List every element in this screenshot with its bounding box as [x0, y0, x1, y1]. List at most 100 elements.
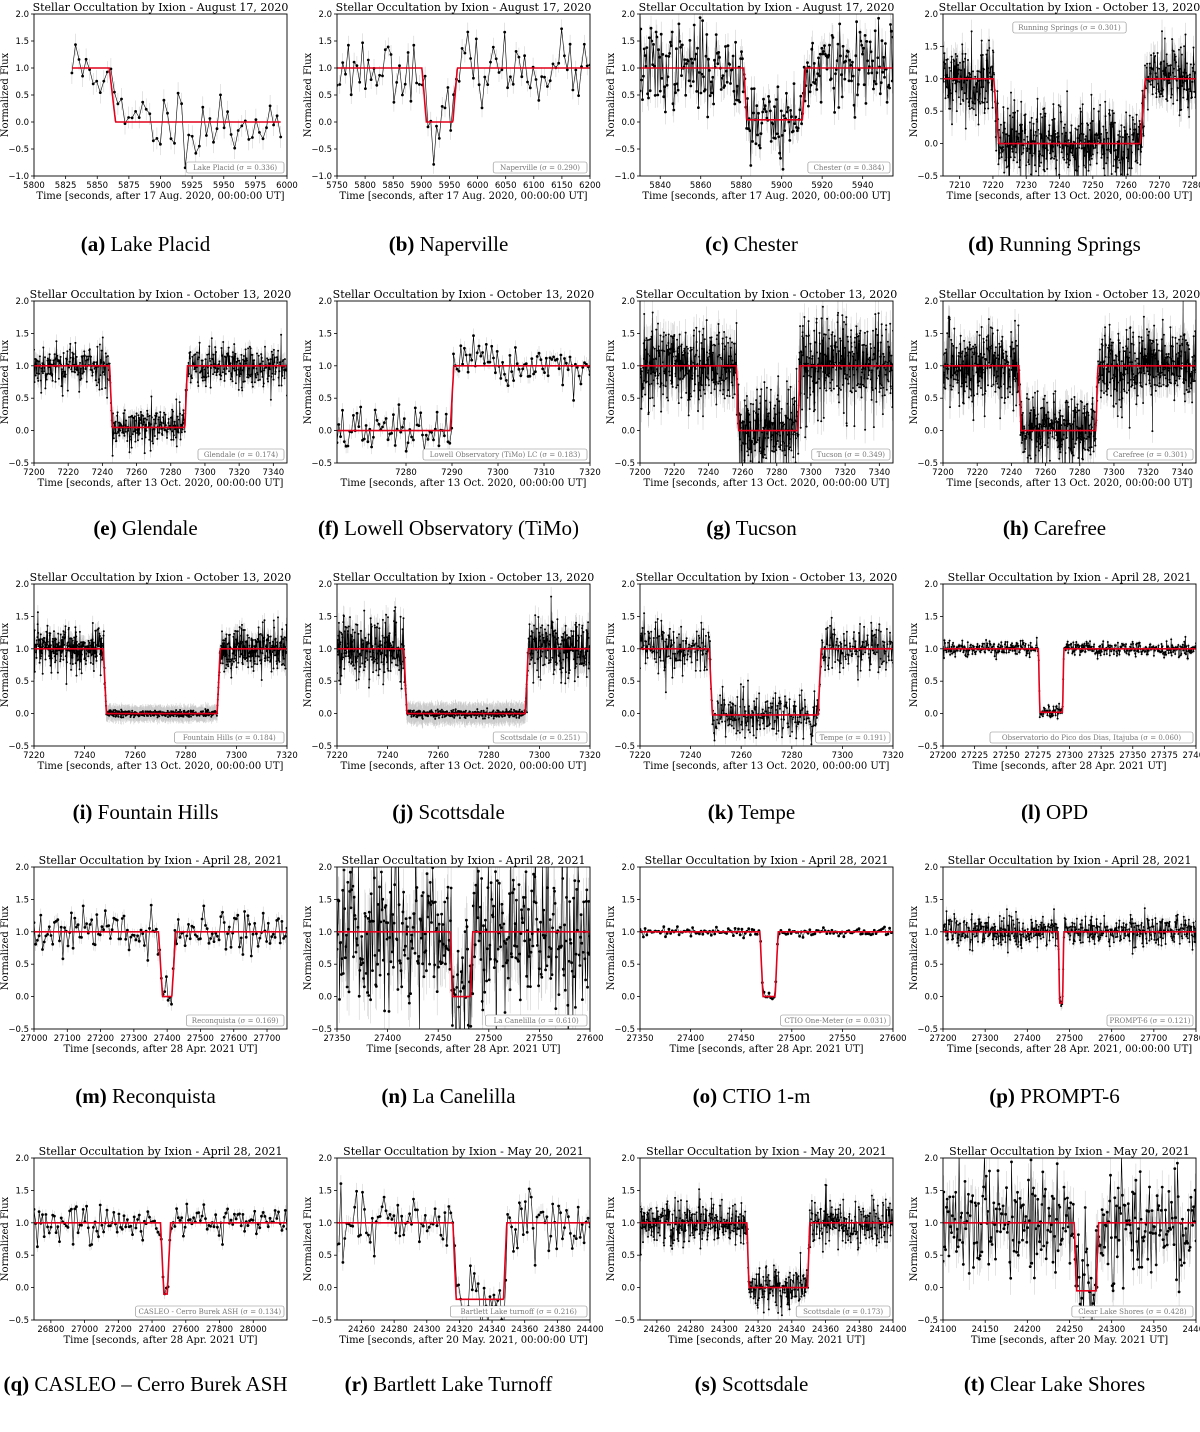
- data-point: [1135, 113, 1138, 116]
- data-point: [846, 373, 849, 376]
- data-point: [517, 55, 521, 59]
- plot-area: [34, 328, 287, 463]
- data-point: [1103, 334, 1106, 337]
- data-point: [1187, 97, 1190, 99]
- data-point: [703, 360, 706, 363]
- data-point: [1190, 387, 1193, 390]
- data-point: [1164, 344, 1166, 347]
- data-point: [144, 436, 147, 439]
- data-point: [1072, 144, 1075, 147]
- data-point: [44, 641, 47, 644]
- data-point: [710, 344, 713, 347]
- data-point: [1142, 402, 1145, 404]
- data-point: [1050, 426, 1053, 428]
- y-tick-label: 0.5: [621, 394, 635, 404]
- data-point: [854, 336, 856, 339]
- data-point: [762, 448, 765, 451]
- data-point: [686, 360, 689, 363]
- data-point: [1089, 432, 1092, 435]
- data-point: [1128, 389, 1130, 392]
- data-point: [821, 339, 824, 342]
- data-point: [1044, 147, 1047, 150]
- x-tick-label: 5860: [690, 181, 712, 191]
- data-point: [188, 372, 190, 375]
- data-point: [974, 114, 977, 117]
- data-point: [1157, 82, 1159, 85]
- data-point: [973, 86, 976, 89]
- data-point: [1060, 111, 1062, 114]
- data-point: [457, 369, 461, 373]
- data-point: [272, 667, 275, 670]
- data-point: [870, 371, 873, 374]
- data-point: [779, 448, 782, 451]
- data-point: [220, 644, 223, 647]
- caption-text: Naperville: [414, 232, 509, 256]
- y-tick-label: 1.0: [621, 64, 635, 74]
- data-point: [217, 367, 220, 370]
- data-point: [1032, 426, 1035, 429]
- data-point: [215, 714, 218, 717]
- data-point: [66, 350, 69, 353]
- data-point: [1162, 373, 1165, 376]
- data-point: [978, 380, 981, 383]
- data-point: [579, 382, 583, 386]
- data-point: [221, 656, 224, 659]
- data-point: [848, 375, 851, 378]
- data-point: [251, 655, 254, 657]
- data-point: [967, 59, 969, 61]
- data-point: [1165, 53, 1168, 56]
- data-point: [1122, 157, 1125, 160]
- data-point: [791, 129, 795, 133]
- data-point: [651, 311, 654, 314]
- data-point: [774, 404, 777, 407]
- data-point: [1188, 73, 1191, 76]
- data-point: [810, 375, 813, 378]
- data-point: [987, 334, 990, 337]
- data-point: [1145, 383, 1148, 386]
- data-point: [885, 388, 888, 391]
- data-point: [1052, 422, 1054, 425]
- data-point: [1124, 178, 1126, 180]
- data-point: [98, 343, 101, 346]
- data-point: [1081, 122, 1084, 125]
- data-point: [690, 360, 693, 363]
- data-point: [55, 649, 58, 652]
- data-point: [250, 381, 253, 384]
- data-point: [956, 80, 959, 83]
- data-point: [466, 30, 470, 34]
- data-point: [98, 378, 100, 381]
- data-point: [820, 46, 824, 50]
- data-point: [415, 81, 418, 85]
- data-point: [239, 655, 241, 658]
- data-point: [1010, 91, 1012, 94]
- data-point: [1124, 368, 1127, 371]
- data-point: [688, 39, 692, 42]
- data-point: [1120, 406, 1123, 409]
- data-point: [780, 428, 783, 431]
- data-point: [850, 329, 853, 332]
- data-point: [866, 330, 869, 333]
- data-point: [711, 379, 713, 382]
- data-point: [834, 72, 837, 76]
- data-point: [1038, 435, 1041, 438]
- data-point: [1105, 390, 1108, 393]
- data-point: [162, 98, 166, 102]
- data-point: [511, 82, 515, 86]
- data-point: [705, 33, 709, 36]
- data-point: [1045, 135, 1048, 138]
- data-point: [1016, 109, 1019, 112]
- data-point: [653, 404, 656, 407]
- data-point: [756, 133, 759, 137]
- data-point: [1010, 331, 1013, 333]
- data-point: [1028, 424, 1031, 427]
- data-point: [988, 71, 991, 74]
- data-point: [888, 346, 891, 349]
- data-point: [804, 436, 807, 439]
- data-point: [1115, 355, 1118, 358]
- data-point: [1089, 122, 1092, 125]
- data-point: [749, 164, 753, 167]
- data-point: [1141, 89, 1144, 92]
- data-point: [76, 655, 79, 658]
- data-point: [671, 385, 674, 388]
- data-point: [1016, 138, 1019, 141]
